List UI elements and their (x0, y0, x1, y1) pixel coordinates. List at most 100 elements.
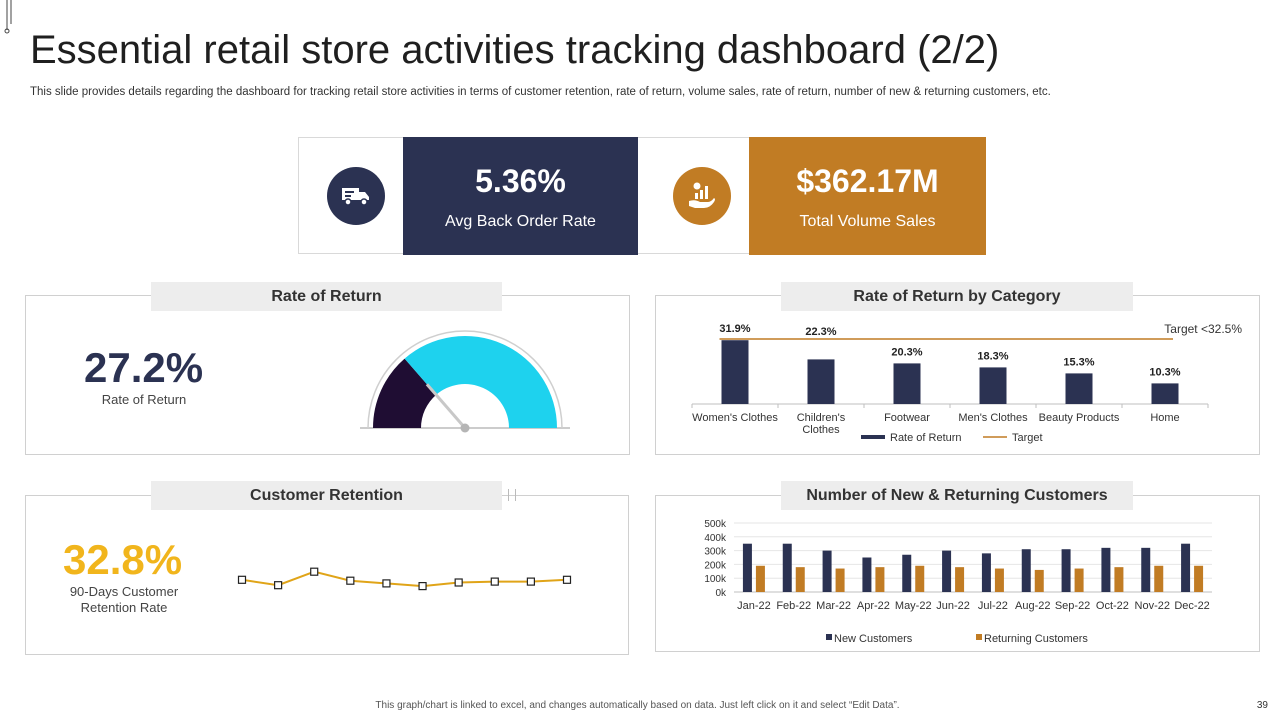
gauge-remaining-arc (404, 336, 557, 428)
category-tick-label: Women's Clothes (692, 412, 778, 424)
x-tick-label: Nov-22 (1135, 600, 1170, 612)
y-tick-label: 300k (704, 547, 727, 558)
back-order-tile: 5.36% Avg Back Order Rate (403, 137, 638, 255)
data-label: 31.9% (719, 323, 750, 335)
retention-trend-chart (237, 567, 572, 591)
category-tick-label: Children's (797, 412, 846, 424)
legend-label-new: New Customers (834, 633, 913, 645)
bar-returning-customers (835, 568, 845, 592)
bar-new-customers (902, 554, 912, 592)
bar-rate-of-return (979, 367, 1007, 404)
bar-returning-customers (755, 565, 765, 592)
customer-retention-header: Customer Retention (151, 481, 502, 510)
legend-label-rate-of-return: Rate of Return (890, 432, 962, 444)
header-resize-marks (508, 489, 516, 501)
x-tick-label: Apr-22 (857, 600, 890, 612)
data-label: 18.3% (977, 350, 1008, 362)
bar-rate-of-return (807, 359, 835, 404)
bar-returning-customers (875, 567, 885, 592)
bar-new-customers (1021, 549, 1031, 592)
retention-value: 32.8% (63, 536, 183, 583)
data-label: 20.3% (891, 346, 922, 358)
legend-label-target: Target (1012, 432, 1043, 444)
bar-returning-customers (1154, 565, 1164, 592)
bar-new-customers (1101, 547, 1111, 592)
x-tick-label: Jun-22 (936, 600, 970, 612)
retention-point (418, 582, 427, 591)
bar-new-customers (822, 550, 832, 592)
rate-of-return-label: Rate of Return (101, 392, 187, 407)
rate-of-return-value: 27.2% (84, 344, 204, 391)
bar-new-customers (942, 550, 952, 592)
retention-point (526, 577, 535, 586)
bar-new-customers (1181, 543, 1191, 592)
retention-point (274, 581, 283, 590)
customers-chart: 0k 100k 200k 300k 400k 500k Jan-22 Feb-22 Mar-22… (704, 519, 1212, 645)
legend-swatch-rate-of-return (861, 435, 885, 439)
retention-point (346, 576, 355, 585)
bar-returning-customers (994, 568, 1004, 592)
x-tick-label: Mar-22 (816, 600, 851, 612)
bar-new-customers (1141, 547, 1151, 592)
category-tick-label: Home (1150, 412, 1179, 424)
legend-label-returning: Returning Customers (984, 633, 1088, 645)
x-tick-label: Oct-22 (1096, 600, 1129, 612)
retention-label-line1: 90-Days Customer (69, 584, 179, 599)
retention-point (310, 567, 319, 576)
retention-series-line (241, 570, 568, 588)
gauge-value-arc (373, 358, 437, 428)
bar-new-customers (742, 543, 752, 592)
y-tick-label: 500k (704, 519, 727, 530)
sales-growth-hand-icon (673, 167, 731, 225)
bar-returning-customers (1034, 569, 1044, 592)
x-tick-label: Jul-22 (978, 600, 1008, 612)
y-tick-label: 100k (704, 574, 727, 585)
bar-rate-of-return (1065, 373, 1093, 404)
footer-note: This graph/chart is linked to excel, and… (375, 700, 900, 711)
bar-new-customers (1061, 549, 1071, 592)
category-tick-label: Beauty Products (1039, 412, 1120, 424)
bar-new-customers (981, 553, 991, 592)
retention-point (490, 577, 499, 586)
volume-sales-tile: $362.17M Total Volume Sales (749, 137, 986, 255)
page-subtitle: This slide provides details regarding th… (30, 86, 1051, 98)
bar-returning-customers (1194, 565, 1204, 592)
retention-label-line2: Retention Rate (80, 600, 168, 615)
bar-returning-customers (795, 567, 805, 592)
category-tick-label: Clothes (802, 424, 840, 436)
bar-new-customers (862, 557, 872, 592)
bar-returning-customers (1114, 567, 1124, 592)
corner-decoration (4, 0, 12, 34)
y-tick-label: 0k (715, 588, 727, 599)
x-tick-label: Aug-22 (1015, 600, 1050, 612)
back-order-value: 5.36% (475, 163, 566, 199)
retention-point (237, 575, 247, 584)
data-label: 22.3% (805, 326, 836, 338)
bar-rate-of-return (1151, 383, 1179, 404)
bar-new-customers (782, 543, 792, 592)
volume-sales-value: $362.17M (796, 163, 939, 199)
x-tick-label: Dec-22 (1174, 600, 1209, 612)
legend-swatch-new (826, 634, 832, 640)
data-label: 15.3% (1063, 356, 1094, 368)
y-tick-label: 200k (704, 560, 727, 571)
gauge-needle (425, 383, 467, 429)
x-tick-label: Sep-22 (1055, 600, 1090, 612)
delivery-truck-icon (327, 167, 385, 225)
bar-returning-customers (1074, 568, 1084, 592)
retention-point (562, 575, 572, 584)
rate-of-return-header: Rate of Return (151, 282, 502, 311)
x-tick-label: May-22 (895, 600, 932, 612)
bar-rate-of-return (893, 363, 921, 404)
x-tick-label: Jan-22 (737, 600, 771, 612)
category-tick-label: Footwear (884, 412, 930, 424)
retention-point (382, 579, 391, 588)
gauge-outline (367, 330, 563, 429)
page-title: Essential retail store activities tracki… (30, 28, 1000, 72)
return-by-category-header: Rate of Return by Category (781, 282, 1133, 311)
data-label: 10.3% (1149, 366, 1180, 378)
back-order-label: Avg Back Order Rate (445, 213, 596, 230)
x-tick-label: Feb-22 (776, 600, 811, 612)
y-tick-label: 400k (704, 533, 727, 544)
legend-swatch-returning (976, 634, 982, 640)
